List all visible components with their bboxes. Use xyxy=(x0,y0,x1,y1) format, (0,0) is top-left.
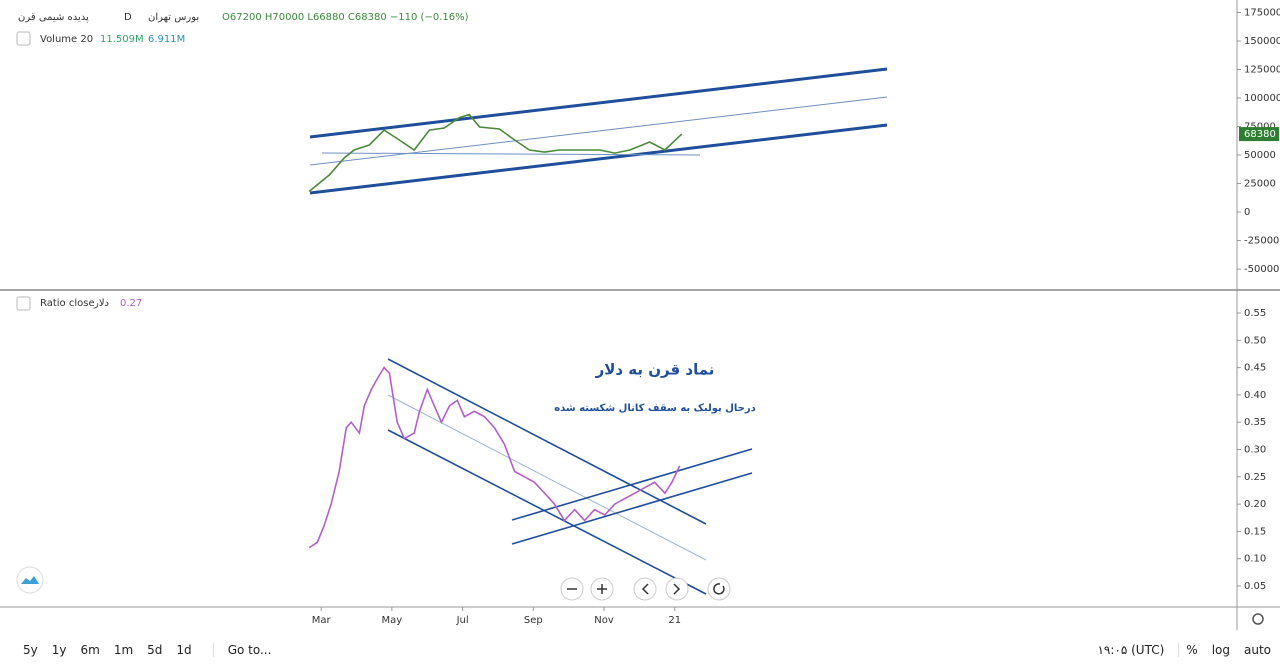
y-tick-label: 0.50 xyxy=(1244,335,1266,346)
toolbar-button[interactable]: 1m xyxy=(113,642,134,657)
settings[interactable] xyxy=(1252,613,1264,625)
y-tick-label: -50000 xyxy=(1244,264,1279,275)
series-line xyxy=(308,113,683,193)
nav-buttons[interactable] xyxy=(560,577,731,601)
y-tick-label: 0.05 xyxy=(1244,581,1266,592)
chart: پدیده شیمی قرن D بورس تهران O67200 H7000… xyxy=(0,0,1280,630)
series-line xyxy=(308,366,681,549)
toolbar: 5y 1y 6m 1m 5d 1d Go to... ۱۹:۰۵ (UTC)% log auto xyxy=(0,630,1280,669)
annotation-note: درحال پولبک به سقف کانال شکسته شده xyxy=(554,403,756,414)
y-tick-label: 0.40 xyxy=(1244,390,1266,401)
trendlines xyxy=(309,67,888,595)
toolbar-button: ۱۹:۰۵ (UTC) xyxy=(1090,642,1180,657)
y-tick-label: 0.15 xyxy=(1244,526,1266,537)
y-tick-label: 0.25 xyxy=(1244,472,1266,483)
last-value-box xyxy=(1239,127,1279,142)
x-tick-label: Nov xyxy=(594,615,614,626)
y-tick-label: 0.45 xyxy=(1244,363,1266,374)
legend-value: 0.27 xyxy=(120,298,142,309)
toolbar-button[interactable]: 1d xyxy=(176,642,192,657)
annotation-title: نماد قرن به دلار xyxy=(595,361,715,379)
y-tick-label: 0 xyxy=(1244,207,1250,218)
x-tick-label: Mar xyxy=(312,615,332,626)
interval: D xyxy=(124,12,132,23)
y-tick-label: 150000 xyxy=(1244,36,1280,47)
symbol: پدیده شیمی قرن xyxy=(18,12,89,23)
y-tick-label: 100000 xyxy=(1244,93,1280,104)
y-tick-label: 0.35 xyxy=(1244,417,1266,428)
y-tick-label: 0.20 xyxy=(1244,499,1266,510)
x-tick-label: May xyxy=(382,615,403,626)
y-tick-label: 175000 xyxy=(1244,8,1280,19)
volume-label: Volume 20 xyxy=(40,34,93,45)
y-tick-label: 125000 xyxy=(1244,65,1280,76)
toolbar-button[interactable]: Go to... xyxy=(212,642,279,657)
last-value-label: 68380 xyxy=(1244,129,1276,140)
volume-value: 11.509M xyxy=(100,34,144,45)
legend-unit: دلار xyxy=(93,298,109,309)
y-tick-label: 50000 xyxy=(1244,150,1276,161)
toolbar-button[interactable]: log xyxy=(1211,642,1230,657)
toolbar-button[interactable]: 6m xyxy=(80,642,100,657)
y-tick-label: 0.30 xyxy=(1244,445,1266,456)
volume-value: 6.911M xyxy=(148,34,185,45)
y-tick-label: 0.55 xyxy=(1244,308,1266,319)
y-tick-label: 75000 xyxy=(1244,122,1276,133)
x-tick-label: Jul xyxy=(456,615,469,626)
collapse-button[interactable] xyxy=(16,31,31,46)
nav-icons xyxy=(567,583,725,595)
toolbar-button[interactable]: 1y xyxy=(51,642,67,657)
logo[interactable] xyxy=(16,566,44,594)
toolbar-button[interactable]: 5d xyxy=(147,642,163,657)
y-tick-label: 0.10 xyxy=(1244,554,1266,565)
toolbar-button[interactable]: auto xyxy=(1243,642,1271,657)
collapse-button[interactable] xyxy=(16,296,31,311)
y-tick-label: -25000 xyxy=(1244,236,1279,247)
x-tick-label: 21 xyxy=(668,615,681,626)
toolbar-button[interactable]: 5y xyxy=(23,642,38,657)
exchange: بورس تهران xyxy=(148,12,199,23)
x-tick-label: Sep xyxy=(524,615,543,626)
logo-icon xyxy=(21,576,39,584)
toolbar-button[interactable]: % xyxy=(1186,642,1198,657)
y-tick-label: 25000 xyxy=(1244,179,1276,190)
legend-label: Ratio close xyxy=(40,298,95,309)
ohlc: O67200 H70000 L66880 C68380 −110 (−0.16%… xyxy=(222,12,469,23)
